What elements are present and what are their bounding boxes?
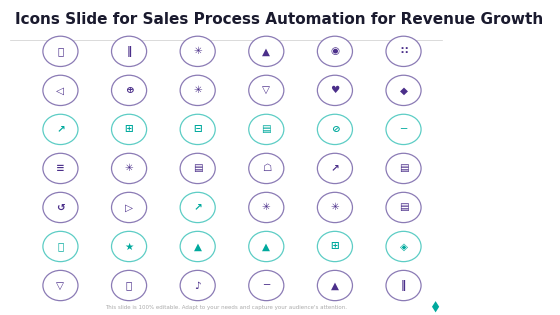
Text: ▲: ▲ — [194, 242, 202, 251]
Text: Icons Slide for Sales Process Automation for Revenue Growth: Icons Slide for Sales Process Automation… — [15, 12, 543, 27]
Ellipse shape — [318, 36, 352, 66]
Text: ☖: ☖ — [262, 163, 271, 174]
Ellipse shape — [180, 75, 215, 106]
Ellipse shape — [111, 192, 147, 223]
Ellipse shape — [249, 231, 284, 262]
Text: ∷: ∷ — [400, 46, 407, 56]
Ellipse shape — [386, 231, 421, 262]
Ellipse shape — [318, 153, 352, 184]
Ellipse shape — [43, 114, 78, 145]
Ellipse shape — [249, 36, 284, 66]
Ellipse shape — [180, 231, 215, 262]
Text: ✳: ✳ — [262, 203, 270, 212]
Text: ⎙: ⎙ — [57, 46, 64, 56]
Polygon shape — [432, 301, 439, 312]
Text: ↗: ↗ — [330, 163, 339, 174]
Ellipse shape — [111, 231, 147, 262]
Text: ‖: ‖ — [127, 46, 132, 57]
Text: ✳: ✳ — [125, 163, 133, 174]
Text: ─: ─ — [400, 124, 407, 135]
Text: ⊘: ⊘ — [330, 124, 339, 135]
Ellipse shape — [111, 270, 147, 301]
Ellipse shape — [386, 153, 421, 184]
Ellipse shape — [318, 270, 352, 301]
Text: ⊞: ⊞ — [125, 124, 133, 135]
Ellipse shape — [43, 270, 78, 301]
Text: ▲: ▲ — [262, 242, 270, 251]
Ellipse shape — [249, 75, 284, 106]
Ellipse shape — [249, 270, 284, 301]
Ellipse shape — [43, 153, 78, 184]
Text: ◆: ◆ — [399, 85, 408, 95]
Ellipse shape — [386, 75, 421, 106]
Text: ↺: ↺ — [56, 203, 65, 212]
Text: ‖: ‖ — [401, 280, 406, 291]
Ellipse shape — [249, 192, 284, 223]
Ellipse shape — [111, 36, 147, 66]
Text: ⓘ: ⓘ — [126, 281, 132, 290]
Ellipse shape — [386, 36, 421, 66]
Text: ▤: ▤ — [262, 124, 271, 135]
Text: ◈: ◈ — [399, 242, 408, 251]
Ellipse shape — [386, 114, 421, 145]
Ellipse shape — [318, 192, 352, 223]
Text: ✳: ✳ — [193, 46, 202, 56]
Text: ⊞: ⊞ — [330, 242, 339, 251]
Text: ◁: ◁ — [57, 85, 64, 95]
Ellipse shape — [180, 192, 215, 223]
Ellipse shape — [249, 114, 284, 145]
Ellipse shape — [111, 114, 147, 145]
Ellipse shape — [318, 114, 352, 145]
Ellipse shape — [386, 192, 421, 223]
Text: ↗: ↗ — [193, 203, 202, 212]
Text: This slide is 100% editable. Adapt to your needs and capture your audience's att: This slide is 100% editable. Adapt to yo… — [105, 305, 347, 310]
Text: ⊕: ⊕ — [125, 85, 133, 95]
Text: ▤: ▤ — [399, 163, 408, 174]
Text: ▤: ▤ — [193, 163, 203, 174]
Ellipse shape — [43, 192, 78, 223]
Ellipse shape — [180, 36, 215, 66]
Text: ▽: ▽ — [57, 281, 64, 290]
Text: ─: ─ — [263, 281, 269, 290]
Text: ▲: ▲ — [331, 281, 339, 290]
Ellipse shape — [318, 231, 352, 262]
Text: ⌓: ⌓ — [57, 242, 64, 251]
Text: ✳: ✳ — [330, 203, 339, 212]
Ellipse shape — [249, 153, 284, 184]
Text: ▽: ▽ — [262, 85, 270, 95]
Text: ✳: ✳ — [193, 85, 202, 95]
Ellipse shape — [180, 114, 215, 145]
Text: ▤: ▤ — [399, 203, 408, 212]
Text: ≡: ≡ — [56, 163, 65, 174]
Ellipse shape — [318, 75, 352, 106]
Ellipse shape — [43, 231, 78, 262]
Text: ♪: ♪ — [194, 281, 201, 290]
Ellipse shape — [43, 36, 78, 66]
Text: ◉: ◉ — [330, 46, 339, 56]
Ellipse shape — [180, 153, 215, 184]
Text: ▲: ▲ — [262, 46, 270, 56]
Ellipse shape — [111, 75, 147, 106]
Ellipse shape — [180, 270, 215, 301]
Ellipse shape — [111, 153, 147, 184]
Ellipse shape — [386, 270, 421, 301]
Text: ▷: ▷ — [125, 203, 133, 212]
Ellipse shape — [43, 75, 78, 106]
Text: ★: ★ — [124, 242, 134, 251]
Text: ♥: ♥ — [330, 85, 339, 95]
Text: ⊟: ⊟ — [193, 124, 202, 135]
Text: ↗: ↗ — [56, 124, 65, 135]
